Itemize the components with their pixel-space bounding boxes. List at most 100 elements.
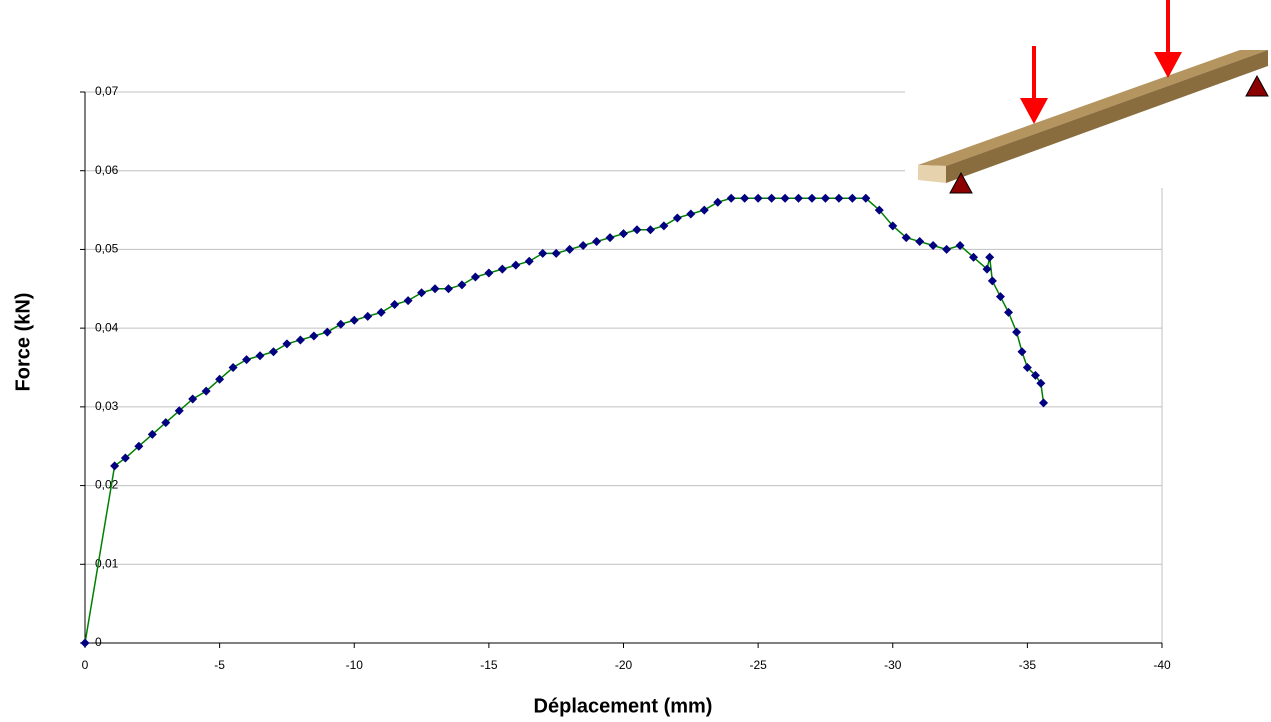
- data-point: [726, 193, 736, 203]
- load-arrow-head: [1154, 52, 1182, 78]
- data-point: [309, 331, 319, 341]
- data-point: [1022, 363, 1032, 372]
- data-point: [1012, 327, 1022, 337]
- data-point: [161, 418, 171, 428]
- data-point: [928, 240, 938, 250]
- data-point: [847, 193, 857, 203]
- data-point: [1039, 398, 1049, 408]
- data-point: [592, 237, 602, 247]
- y-tick-label: 0,04: [95, 320, 119, 334]
- data-point: [645, 225, 655, 235]
- data-point: [201, 386, 211, 396]
- data-point: [820, 193, 830, 203]
- data-point: [403, 296, 413, 306]
- data-point: [538, 248, 548, 258]
- y-tick-label: 0,07: [95, 84, 119, 98]
- x-axis-title: Déplacement (mm): [534, 695, 713, 717]
- data-point: [457, 280, 467, 290]
- data-point: [740, 193, 750, 203]
- data-point: [699, 205, 709, 215]
- data-point: [443, 284, 453, 294]
- data-point: [985, 252, 995, 262]
- beam-side: [946, 50, 1268, 183]
- data-point: [888, 221, 898, 231]
- y-tick-label: 0,03: [95, 399, 119, 413]
- x-tick-label: -15: [480, 658, 498, 672]
- data-point: [955, 240, 965, 250]
- data-point: [874, 205, 884, 215]
- data-point: [901, 233, 911, 243]
- x-tick-label: -25: [749, 658, 767, 672]
- data-point: [484, 268, 494, 278]
- data-point: [995, 292, 1005, 302]
- y-tick-label: 0,01: [95, 556, 119, 570]
- data-point: [188, 394, 198, 404]
- data-point: [134, 441, 144, 451]
- beam-end: [918, 165, 946, 183]
- data-point: [390, 300, 400, 310]
- x-tick-label: -30: [884, 658, 902, 672]
- data-point: [282, 339, 292, 349]
- support-right: [1245, 74, 1269, 97]
- load-arrow-head: [1020, 98, 1048, 124]
- data-point: [295, 335, 305, 345]
- data-point: [767, 193, 777, 203]
- data-point: [336, 319, 346, 329]
- x-tick-label: -40: [1153, 658, 1171, 672]
- data-point: [969, 252, 979, 262]
- data-point: [268, 347, 278, 357]
- y-tick-label: 0,02: [95, 478, 119, 492]
- data-point: [511, 260, 521, 270]
- data-point: [322, 327, 332, 337]
- data-point: [349, 315, 359, 325]
- data-point: [861, 193, 871, 203]
- x-tick-label: -10: [346, 658, 364, 672]
- data-point: [672, 213, 682, 223]
- data-point: [753, 193, 763, 203]
- data-point: [834, 193, 844, 203]
- data-point: [578, 240, 588, 250]
- data-point: [659, 221, 669, 231]
- data-point: [470, 272, 480, 282]
- data-point: [242, 355, 252, 365]
- data-point: [780, 193, 790, 203]
- data-point: [363, 311, 373, 321]
- data-point: [942, 244, 952, 254]
- data-point: [713, 197, 723, 207]
- data-point: [376, 307, 386, 317]
- data-point: [80, 638, 90, 648]
- y-axis-title: Force (kN): [12, 293, 34, 392]
- data-point: [1036, 378, 1046, 388]
- data-point: [228, 363, 238, 372]
- data-point: [565, 244, 575, 254]
- x-tick-label: -35: [1019, 658, 1037, 672]
- data-point: [915, 237, 925, 247]
- data-point: [605, 233, 615, 243]
- data-point: [632, 225, 642, 235]
- beam-illustration: [905, 0, 1271, 194]
- data-point: [1030, 370, 1040, 380]
- data-point: [174, 406, 184, 416]
- data-point: [215, 374, 225, 384]
- data-point: [147, 429, 157, 439]
- data-point: [686, 209, 696, 219]
- data-point: [807, 193, 817, 203]
- data-point: [987, 276, 997, 286]
- plot-area: 0 0,01 0,02 0,03 0,04 0,05 0,06 0,07 0 -5 -10 -15 -2…: [80, 84, 1171, 672]
- data-point: [982, 264, 992, 274]
- data-point: [794, 193, 804, 203]
- data-point: [120, 453, 130, 463]
- x-tick-label: -5: [214, 658, 225, 672]
- data-point: [417, 288, 427, 298]
- x-tick-label: 0: [82, 658, 89, 672]
- y-tick-label: 0,06: [95, 163, 119, 177]
- data-point: [1017, 347, 1027, 357]
- support-left: [949, 171, 973, 194]
- data-point: [255, 351, 265, 361]
- data-point: [524, 256, 534, 266]
- beam-top: [918, 50, 1268, 166]
- data-line: [84, 197, 1045, 644]
- data-point: [1004, 307, 1014, 317]
